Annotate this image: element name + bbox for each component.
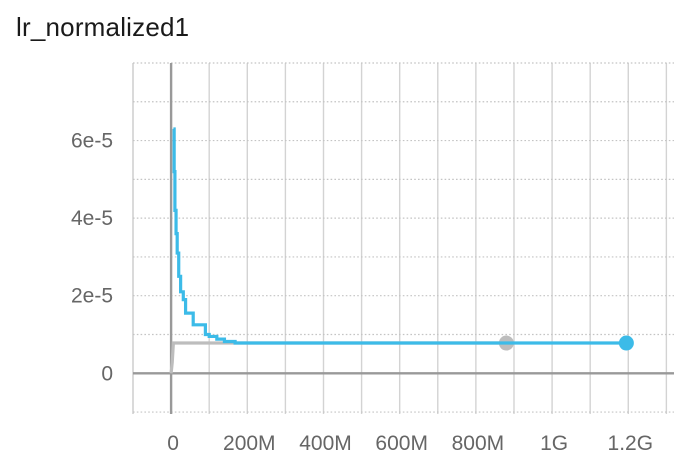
tick-label-layer: 0 2e-5 4e-5 6e-5 0 200M 400M 600M 800M 1G 1.2G — [71, 130, 653, 455]
x-tick-label: 0 — [167, 432, 179, 455]
axis-layer — [133, 63, 674, 414]
x-tick-label: 200M — [223, 432, 276, 455]
y-tick-label: 2e-5 — [71, 285, 113, 308]
x-tick-label: 1.2G — [608, 432, 654, 455]
series-line-1 — [169, 341, 507, 374]
x-tick-label: 400M — [299, 432, 352, 455]
grid-layer — [132, 62, 674, 414]
x-tick-label: 1G — [540, 432, 568, 455]
y-tick-label: 4e-5 — [71, 207, 113, 230]
series-layer — [169, 127, 634, 374]
series-line-2 — [172, 127, 627, 345]
x-tick-label: 600M — [375, 432, 428, 455]
chart-title: lr_normalized1 — [16, 12, 190, 42]
series-end-marker-2 — [618, 335, 634, 351]
y-tick-label: 0 — [101, 362, 113, 385]
y-tick-label: 6e-5 — [71, 130, 113, 153]
x-tick-label: 800M — [452, 432, 505, 455]
